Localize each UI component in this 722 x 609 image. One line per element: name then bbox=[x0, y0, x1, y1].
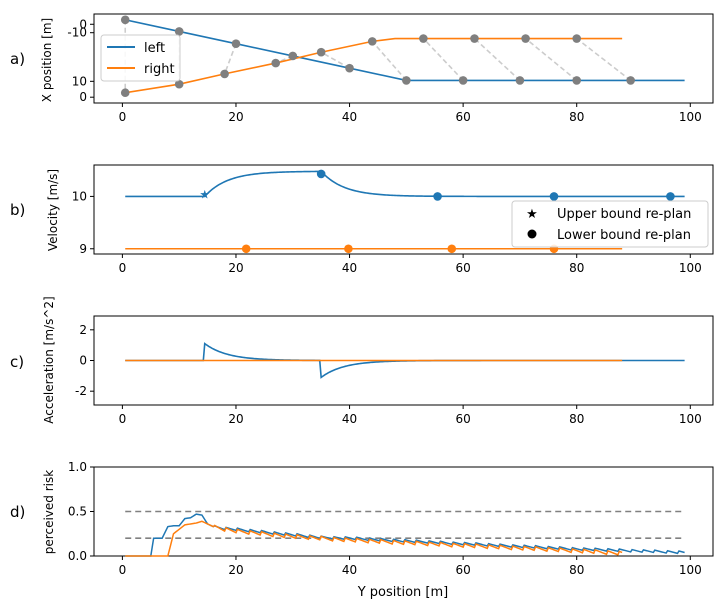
x-tick-label: 100 bbox=[679, 412, 702, 426]
y-tick-label: 1.0 bbox=[68, 460, 87, 474]
left-replan-marker bbox=[174, 27, 184, 36]
legend-b: ★ Upper bound re-plan Lower bound re-pla… bbox=[511, 200, 709, 248]
right-lower-replan-dot bbox=[241, 244, 251, 254]
x-tick-label: 20 bbox=[228, 110, 243, 124]
legend-a: left right bbox=[100, 34, 181, 82]
legend-left-label: left bbox=[144, 41, 165, 56]
upper-replan-star: ★ bbox=[199, 187, 210, 201]
ylabel-c: Acceleration [m/s^2] bbox=[42, 296, 56, 423]
axes-frame bbox=[93, 13, 714, 104]
left-replan-marker bbox=[120, 15, 130, 25]
y-tick-label: 9 bbox=[79, 242, 87, 256]
x-tick-label: 80 bbox=[569, 110, 584, 124]
panel-d-perceived-risk: 0 20 40 60 80 100 0.0 0.5 1.0 bbox=[68, 460, 714, 577]
right-replan-marker bbox=[521, 34, 530, 43]
left-replan-marker bbox=[626, 76, 635, 85]
right-lower-replan-dot bbox=[344, 244, 353, 254]
right-replan-marker bbox=[120, 88, 130, 98]
x-tick-label: 80 bbox=[569, 563, 584, 577]
x-tick-label: 40 bbox=[342, 261, 357, 275]
replan-connector bbox=[422, 37, 464, 81]
replan-connector bbox=[473, 37, 521, 82]
replan-connector bbox=[576, 37, 632, 82]
x-tick-label: 100 bbox=[679, 110, 702, 124]
xlabel-d: Y position [m] bbox=[357, 585, 449, 600]
left-replan-marker bbox=[458, 76, 468, 85]
ylabel-a: X position [m] bbox=[40, 18, 54, 102]
right-replan-marker bbox=[367, 37, 377, 46]
x-tick-label: 0 bbox=[119, 563, 127, 577]
x-tick-label: 20 bbox=[228, 563, 243, 577]
ylabel-d: perceived risk bbox=[42, 470, 56, 554]
x-tick-label: 80 bbox=[569, 261, 584, 275]
x-tick-label: 80 bbox=[569, 412, 584, 426]
x-tick-label: 40 bbox=[342, 563, 357, 577]
right-replan-marker bbox=[470, 34, 479, 43]
x-tick-label: 40 bbox=[342, 110, 357, 124]
panel-label-a: a) bbox=[10, 50, 25, 68]
y-tick-label: 0 bbox=[79, 90, 87, 104]
left-replan-marker bbox=[345, 63, 354, 73]
legend-upper-star-icon: ★ bbox=[526, 207, 538, 222]
x-tick-label: 100 bbox=[679, 261, 702, 275]
x-tick-label: 20 bbox=[228, 261, 243, 275]
y-tick-label: 0.0 bbox=[68, 549, 87, 563]
left-velocity-line bbox=[125, 170, 685, 198]
right-replan-marker bbox=[174, 79, 184, 89]
x-tick-label: 20 bbox=[228, 412, 243, 426]
right-replan-marker bbox=[316, 47, 326, 57]
legend-lower-dot-icon bbox=[527, 229, 537, 239]
left-replan-marker bbox=[288, 51, 298, 61]
panel-c-acceleration: 0 20 40 60 80 100 -2 0 2 bbox=[75, 315, 714, 426]
legend-right-label: right bbox=[144, 62, 175, 77]
left-replan-marker bbox=[515, 76, 525, 85]
left-replan-marker bbox=[231, 39, 241, 48]
left-lower-replan-dot bbox=[316, 169, 326, 179]
x-tick-label: 60 bbox=[455, 563, 470, 577]
y-tick-label: 0 bbox=[79, 354, 87, 368]
x-tick-label: 0 bbox=[119, 412, 127, 426]
panel-label-d: d) bbox=[10, 503, 25, 521]
right-lower-replan-dot bbox=[447, 244, 457, 254]
replan-connector bbox=[371, 40, 407, 81]
left-replan-marker bbox=[402, 76, 411, 85]
y-tick-label: -10 bbox=[67, 26, 87, 40]
ylabel-b: Velocity [m/s] bbox=[46, 169, 60, 251]
replan-connector bbox=[320, 51, 350, 69]
x-tick-label: 60 bbox=[455, 261, 470, 275]
panel-label-c: c) bbox=[10, 353, 24, 371]
legend-upper-label: Upper bound re-plan bbox=[557, 207, 691, 222]
x-tick-label: 0 bbox=[119, 110, 127, 124]
x-tick-label: 40 bbox=[342, 412, 357, 426]
left-lower-replan-dot bbox=[549, 192, 559, 201]
y-tick-label: -2 bbox=[75, 384, 87, 398]
panel-b-velocity: 0 20 40 60 80 100 9 10 ★ bbox=[72, 164, 714, 275]
y-tick-label: 2 bbox=[79, 323, 87, 337]
x-tick-label: 100 bbox=[679, 563, 702, 577]
x-tick-label: 0 bbox=[119, 261, 127, 275]
right-risk-line bbox=[125, 520, 623, 557]
right-replan-marker bbox=[572, 34, 582, 43]
y-tick-label: 10 bbox=[72, 189, 87, 203]
right-replan-marker bbox=[271, 58, 281, 68]
legend-lower-label: Lower bound re-plan bbox=[557, 228, 691, 243]
right-position-line bbox=[125, 37, 623, 94]
replan-connector bbox=[525, 37, 578, 82]
left-position-line bbox=[125, 19, 685, 82]
replan-connector bbox=[223, 43, 237, 75]
left-lower-replan-dot bbox=[666, 192, 675, 201]
panel-label-b: b) bbox=[10, 201, 25, 219]
axes-frame bbox=[93, 164, 714, 255]
left-lower-replan-dot bbox=[433, 192, 442, 201]
left-replan-marker bbox=[572, 76, 582, 85]
y-tick-label: 0 bbox=[79, 17, 87, 31]
x-tick-label: 60 bbox=[455, 110, 470, 124]
y-tick-label: 10 bbox=[72, 74, 87, 88]
right-replan-marker bbox=[419, 34, 428, 43]
x-tick-label: 60 bbox=[455, 412, 470, 426]
left-risk-line bbox=[125, 513, 685, 557]
y-tick-label: 0.5 bbox=[68, 505, 87, 519]
right-replan-marker bbox=[220, 69, 229, 79]
